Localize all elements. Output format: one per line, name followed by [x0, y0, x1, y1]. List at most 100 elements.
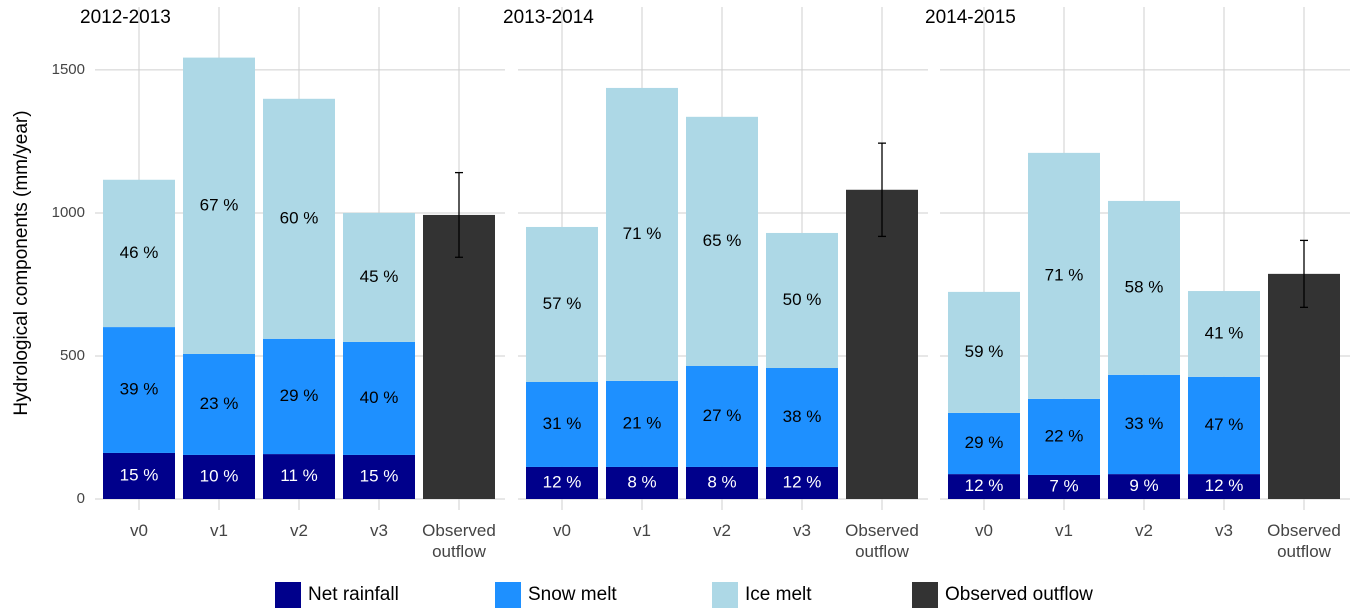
x-tick-label: v2 — [1135, 521, 1153, 540]
value-label: 33 % — [1125, 414, 1164, 433]
panel-title: 2013-2014 — [503, 7, 594, 28]
bar-segment — [263, 338, 335, 455]
bar-segment — [1108, 200, 1180, 375]
panel-title: 2012-2013 — [80, 7, 171, 28]
y-tick-label: 500 — [60, 347, 85, 364]
bar-segment — [766, 466, 838, 499]
y-axis-label: Hydrological components (mm/year) — [11, 110, 32, 415]
x-tick-label: v3 — [370, 521, 388, 540]
bar-segment — [263, 98, 335, 339]
bar-segment — [686, 365, 758, 467]
value-label: 45 % — [360, 267, 399, 286]
bar-segment — [103, 452, 175, 499]
value-label: 59 % — [965, 342, 1004, 361]
y-tick-label: 1000 — [52, 204, 85, 221]
bar-segment — [606, 87, 678, 381]
value-label: 57 % — [543, 294, 582, 313]
x-tick-label: v0 — [975, 521, 993, 540]
value-label: 11 % — [280, 466, 318, 485]
bar-segment — [1268, 273, 1340, 499]
bar-segment — [686, 116, 758, 366]
bar-segment — [183, 454, 255, 499]
bar-segment — [1108, 474, 1180, 499]
error-bar — [1300, 239, 1308, 308]
value-label: 15 % — [360, 466, 399, 485]
legend-label: Net rainfall — [308, 584, 399, 605]
x-tick-label: v3 — [1215, 521, 1233, 540]
value-label: 12 % — [783, 472, 822, 491]
bar-segment — [948, 291, 1020, 413]
bar-segment — [686, 466, 758, 499]
x-tick-label: v1 — [210, 521, 228, 540]
bar-segment — [343, 212, 415, 342]
bar-segment — [103, 179, 175, 328]
x-tick-label: Observed outflow — [845, 521, 919, 561]
value-label: 12 % — [965, 476, 1004, 495]
value-label: 65 % — [703, 231, 742, 250]
bar-segment — [1028, 398, 1100, 475]
x-tick-label: v3 — [793, 521, 811, 540]
value-label: 46 % — [120, 243, 159, 262]
value-label: 47 % — [1205, 415, 1244, 434]
bar-segment — [526, 382, 598, 467]
value-label: 29 % — [965, 433, 1004, 452]
value-label: 10 % — [200, 466, 239, 485]
x-tick-label: v0 — [130, 521, 148, 540]
bar-segment — [948, 474, 1020, 499]
legend-label: Ice melt — [745, 584, 812, 605]
value-label: 71 % — [1045, 265, 1084, 284]
value-label: 23 % — [200, 394, 239, 413]
legend-label: Snow melt — [528, 584, 617, 605]
value-label: 60 % — [280, 208, 319, 227]
legend-swatch — [495, 582, 521, 608]
bar-segment — [846, 189, 918, 499]
x-tick-label: Observed outflow — [422, 521, 496, 561]
x-tick-label: v2 — [290, 521, 308, 540]
value-label: 50 % — [783, 290, 822, 309]
value-label: 58 % — [1125, 277, 1164, 296]
y-tick-label: 0 — [77, 490, 85, 507]
value-label: 8 % — [707, 472, 736, 491]
value-label: 29 % — [280, 386, 319, 405]
bar-segment — [1028, 152, 1100, 399]
bar-segment — [526, 466, 598, 499]
panel-title: 2014-2015 — [925, 7, 1016, 28]
legend-swatch — [712, 582, 738, 608]
bar-segment — [103, 327, 175, 453]
x-tick-label: Observed outflow — [1267, 521, 1341, 561]
bar-segment — [526, 226, 598, 383]
value-label: 15 % — [120, 465, 159, 484]
legend-swatch — [912, 582, 938, 608]
value-label: 40 % — [360, 388, 399, 407]
value-label: 27 % — [703, 406, 742, 425]
x-tick-label: v0 — [553, 521, 571, 540]
bar-segment — [766, 367, 838, 467]
value-label: 71 % — [623, 224, 662, 243]
value-label: 21 % — [623, 413, 662, 432]
value-label: 22 % — [1045, 426, 1084, 445]
value-label: 8 % — [627, 472, 656, 491]
bar-segment — [1188, 376, 1260, 475]
error-bar — [455, 171, 463, 258]
error-bar — [878, 142, 886, 238]
bar-segment — [263, 454, 335, 499]
value-label: 7 % — [1049, 476, 1078, 495]
y-tick-label: 1500 — [52, 61, 85, 78]
value-label: 41 % — [1205, 323, 1244, 342]
bar-segment — [1108, 374, 1180, 475]
value-label: 38 % — [783, 407, 822, 426]
x-tick-label: v1 — [1055, 521, 1073, 540]
legend-label: Observed outflow — [945, 584, 1093, 605]
bar-segment — [948, 412, 1020, 475]
x-tick-label: v1 — [633, 521, 651, 540]
value-label: 9 % — [1129, 476, 1158, 495]
bar-segment — [343, 341, 415, 455]
value-label: 67 % — [200, 195, 239, 214]
value-label: 31 % — [543, 414, 582, 433]
legend-swatch — [275, 582, 301, 608]
bar-segment — [1188, 474, 1260, 499]
bar-segment — [1188, 291, 1260, 377]
x-tick-label: v2 — [713, 521, 731, 540]
